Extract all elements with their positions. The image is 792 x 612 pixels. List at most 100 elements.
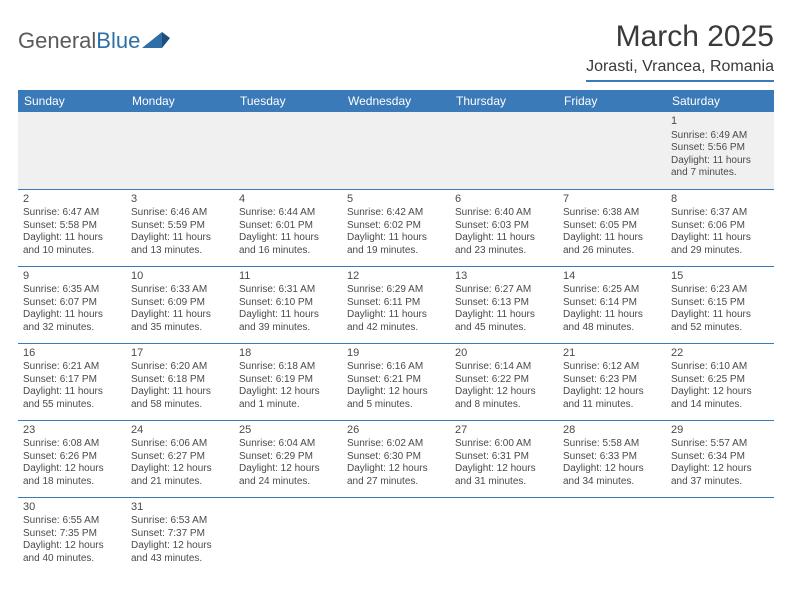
daylight-text: Daylight: 11 hours and 42 minutes. [347,309,445,334]
sunrise-text: Sunrise: 6:23 AM [671,284,769,297]
day-number: 16 [23,347,121,361]
sunset-text: Sunset: 6:23 PM [563,374,661,387]
day-number: 2 [23,193,121,207]
daylight-text: Daylight: 11 hours and 35 minutes. [131,309,229,334]
daylight-text: Daylight: 11 hours and 26 minutes. [563,232,661,257]
daylight-text: Daylight: 11 hours and 48 minutes. [563,309,661,334]
sunset-text: Sunset: 6:15 PM [671,297,769,310]
calendar-cell [342,497,450,574]
sunrise-text: Sunrise: 6:06 AM [131,438,229,451]
sunset-text: Sunset: 6:09 PM [131,297,229,310]
calendar-cell: 20Sunrise: 6:14 AMSunset: 6:22 PMDayligh… [450,343,558,420]
calendar-cell: 9Sunrise: 6:35 AMSunset: 6:07 PMDaylight… [18,266,126,343]
day-number: 23 [23,424,121,438]
calendar-cell: 29Sunrise: 5:57 AMSunset: 6:34 PMDayligh… [666,420,774,497]
calendar-cell: 25Sunrise: 6:04 AMSunset: 6:29 PMDayligh… [234,420,342,497]
sunset-text: Sunset: 7:35 PM [23,528,121,541]
location-text: Jorasti, Vrancea, Romania [586,58,774,82]
day-number: 1 [671,115,769,129]
calendar-cell [450,497,558,574]
day-number: 4 [239,193,337,207]
sunrise-text: Sunrise: 6:00 AM [455,438,553,451]
calendar-cell [558,112,666,189]
daylight-text: Daylight: 12 hours and 43 minutes. [131,540,229,565]
sunset-text: Sunset: 6:07 PM [23,297,121,310]
sunset-text: Sunset: 6:11 PM [347,297,445,310]
daylight-text: Daylight: 11 hours and 52 minutes. [671,309,769,334]
sunrise-text: Sunrise: 6:49 AM [671,130,769,143]
calendar-cell: 8Sunrise: 6:37 AMSunset: 6:06 PMDaylight… [666,189,774,266]
logo: GeneralBlue [18,20,170,54]
weekday-header: Sunday [18,90,126,112]
sunrise-text: Sunrise: 6:08 AM [23,438,121,451]
calendar-row: 9Sunrise: 6:35 AMSunset: 6:07 PMDaylight… [18,266,774,343]
sunrise-text: Sunrise: 6:18 AM [239,361,337,374]
calendar-cell: 21Sunrise: 6:12 AMSunset: 6:23 PMDayligh… [558,343,666,420]
daylight-text: Daylight: 11 hours and 13 minutes. [131,232,229,257]
sunset-text: Sunset: 6:21 PM [347,374,445,387]
daylight-text: Daylight: 11 hours and 19 minutes. [347,232,445,257]
daylight-text: Daylight: 12 hours and 11 minutes. [563,386,661,411]
sunrise-text: Sunrise: 6:10 AM [671,361,769,374]
calendar-header-row: SundayMondayTuesdayWednesdayThursdayFrid… [18,90,774,112]
calendar-row: 1Sunrise: 6:49 AMSunset: 5:56 PMDaylight… [18,112,774,189]
weekday-header: Tuesday [234,90,342,112]
sunset-text: Sunset: 6:10 PM [239,297,337,310]
daylight-text: Daylight: 12 hours and 14 minutes. [671,386,769,411]
daylight-text: Daylight: 11 hours and 29 minutes. [671,232,769,257]
sunset-text: Sunset: 6:05 PM [563,220,661,233]
day-number: 15 [671,270,769,284]
daylight-text: Daylight: 12 hours and 34 minutes. [563,463,661,488]
sunrise-text: Sunrise: 6:27 AM [455,284,553,297]
sunset-text: Sunset: 6:26 PM [23,451,121,464]
sunset-text: Sunset: 6:34 PM [671,451,769,464]
sunset-text: Sunset: 5:59 PM [131,220,229,233]
daylight-text: Daylight: 12 hours and 5 minutes. [347,386,445,411]
day-number: 29 [671,424,769,438]
calendar-cell: 30Sunrise: 6:55 AMSunset: 7:35 PMDayligh… [18,497,126,574]
daylight-text: Daylight: 12 hours and 40 minutes. [23,540,121,565]
calendar-cell: 3Sunrise: 6:46 AMSunset: 5:59 PMDaylight… [126,189,234,266]
calendar-cell: 11Sunrise: 6:31 AMSunset: 6:10 PMDayligh… [234,266,342,343]
calendar-cell: 4Sunrise: 6:44 AMSunset: 6:01 PMDaylight… [234,189,342,266]
daylight-text: Daylight: 12 hours and 8 minutes. [455,386,553,411]
calendar-cell: 26Sunrise: 6:02 AMSunset: 6:30 PMDayligh… [342,420,450,497]
daylight-text: Daylight: 12 hours and 37 minutes. [671,463,769,488]
sunset-text: Sunset: 6:31 PM [455,451,553,464]
calendar-cell [234,112,342,189]
day-number: 13 [455,270,553,284]
sunset-text: Sunset: 6:06 PM [671,220,769,233]
calendar-row: 30Sunrise: 6:55 AMSunset: 7:35 PMDayligh… [18,497,774,574]
calendar-table: SundayMondayTuesdayWednesdayThursdayFrid… [18,90,774,574]
sunrise-text: Sunrise: 6:12 AM [563,361,661,374]
calendar-row: 23Sunrise: 6:08 AMSunset: 6:26 PM Dayligh… [18,420,774,497]
day-number: 27 [455,424,553,438]
logo-text-blue: Blue [96,28,140,54]
day-number: 11 [239,270,337,284]
sunrise-text: Sunrise: 6:46 AM [131,207,229,220]
sunset-text: Sunset: 6:27 PM [131,451,229,464]
daylight-text: Daylight: 12 hours and 1 minute. [239,386,337,411]
day-number: 14 [563,270,661,284]
day-number: 3 [131,193,229,207]
daylight-text: Daylight: 11 hours and 23 minutes. [455,232,553,257]
calendar-cell: 28Sunrise: 5:58 AMSunset: 6:33 PMDayligh… [558,420,666,497]
daylight-text: Daylight: 11 hours and 7 minutes. [671,155,769,180]
calendar-cell [234,497,342,574]
sunrise-text: Sunrise: 6:44 AM [239,207,337,220]
daylight-text: Daylight: 11 hours and 10 minutes. [23,232,121,257]
daylight-text: Daylight: 12 hours and 21 minutes. [131,463,229,488]
sunrise-text: Sunrise: 6:42 AM [347,207,445,220]
day-number: 9 [23,270,121,284]
weekday-header: Friday [558,90,666,112]
sunset-text: Sunset: 6:29 PM [239,451,337,464]
calendar-cell: 12Sunrise: 6:29 AMSunset: 6:11 PMDayligh… [342,266,450,343]
sunrise-text: Sunrise: 6:02 AM [347,438,445,451]
day-number: 8 [671,193,769,207]
sunset-text: Sunset: 7:37 PM [131,528,229,541]
day-number: 7 [563,193,661,207]
sunrise-text: Sunrise: 6:20 AM [131,361,229,374]
month-title: March 2025 [586,20,774,54]
sunset-text: Sunset: 6:17 PM [23,374,121,387]
calendar-cell: 7Sunrise: 6:38 AMSunset: 6:05 PMDaylight… [558,189,666,266]
